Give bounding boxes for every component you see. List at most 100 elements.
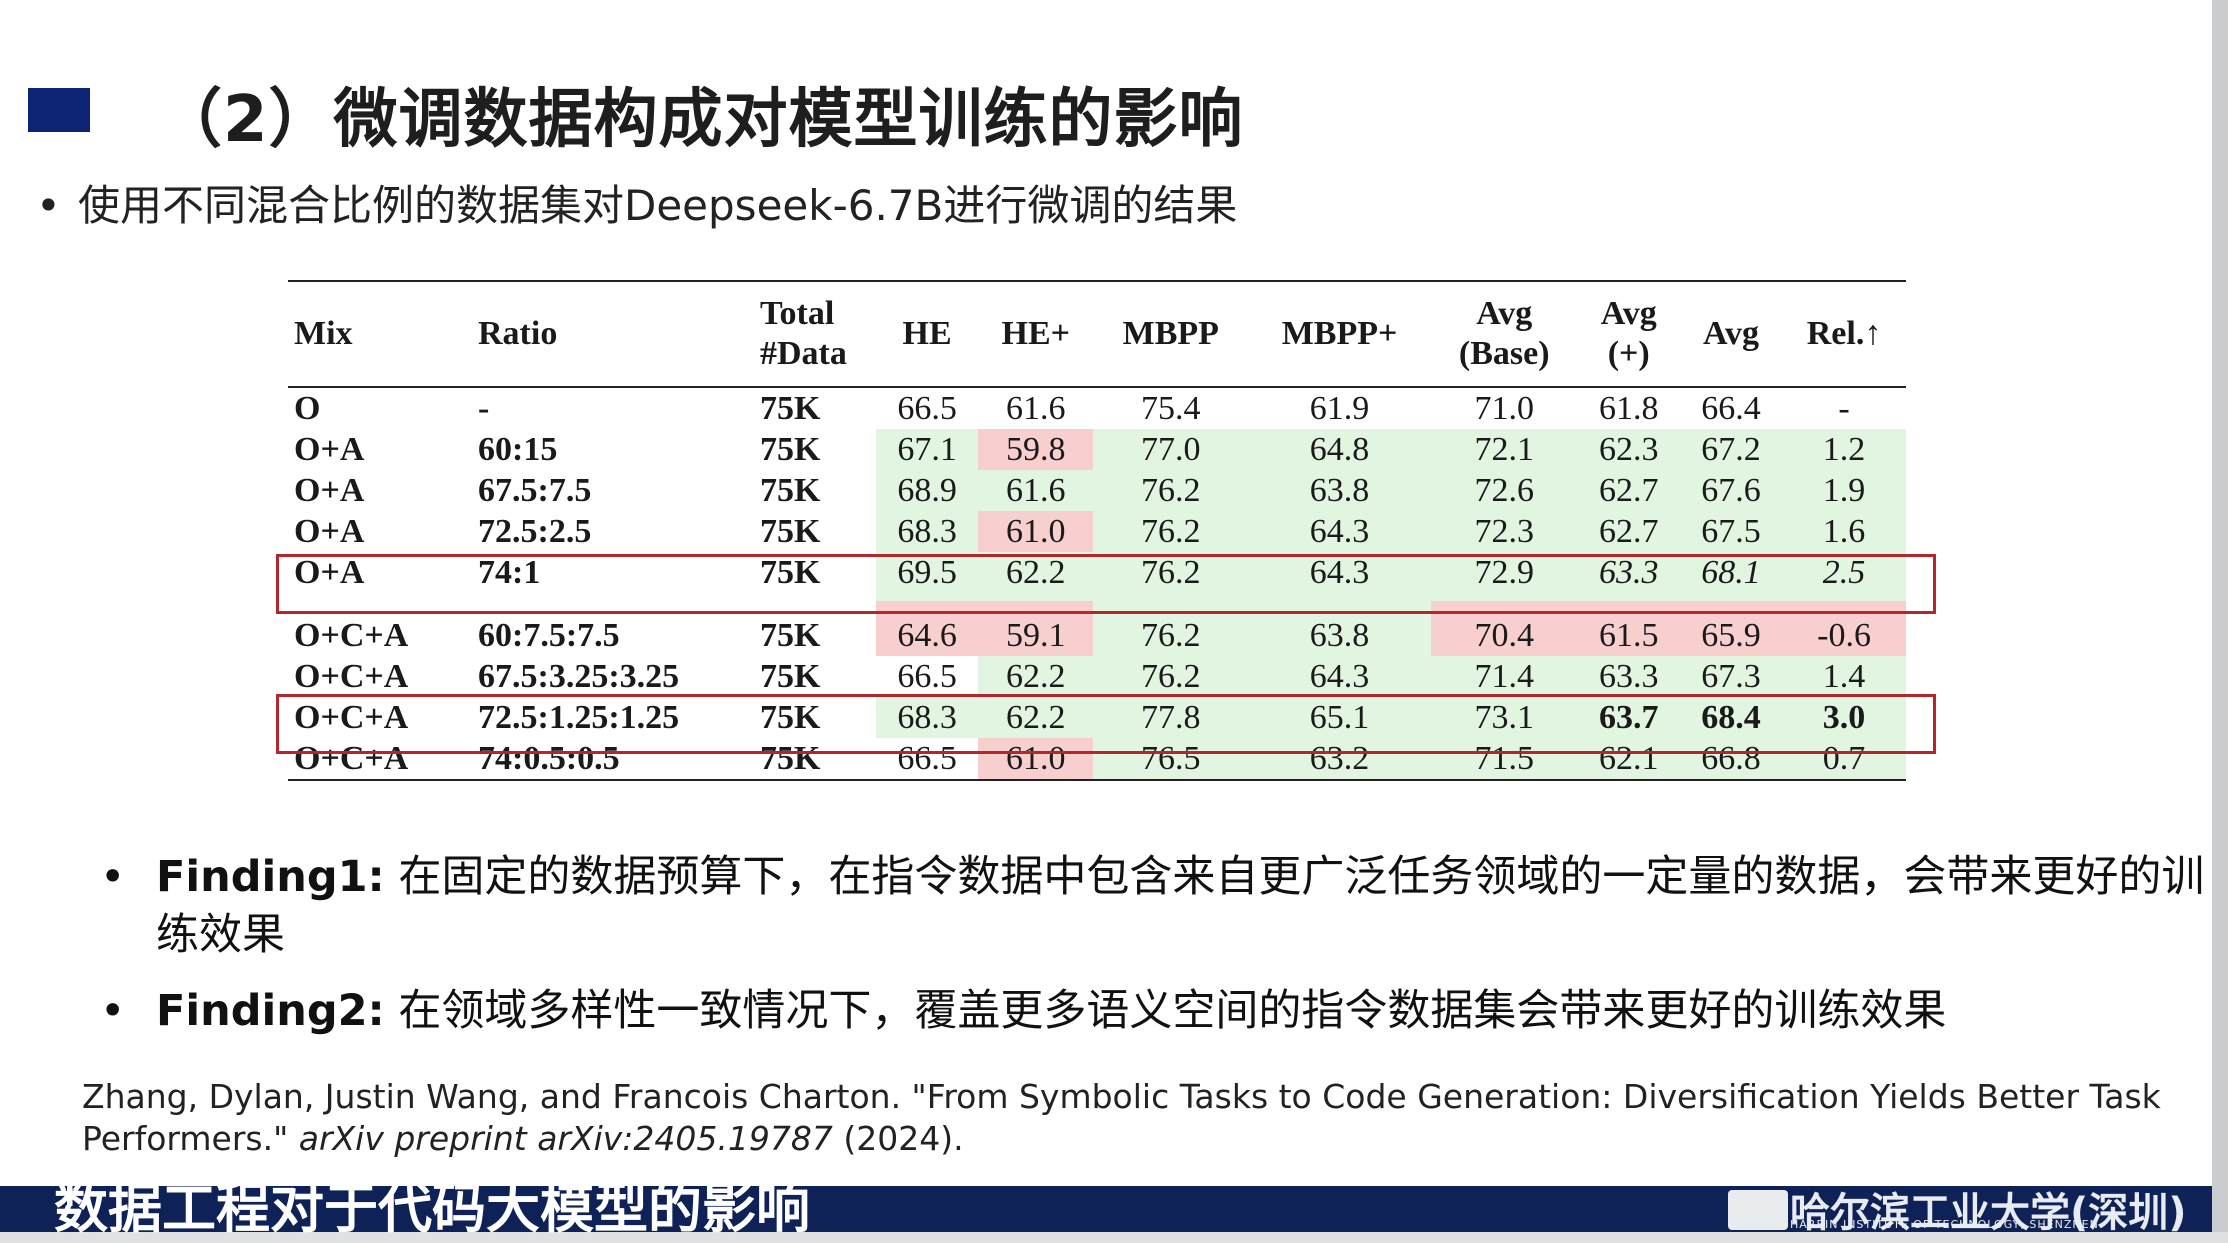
cell-avg-base: 72.6 bbox=[1430, 470, 1578, 511]
cell-he-plus: 61.6 bbox=[1006, 389, 1066, 427]
cell-avg-plus: 62.7 bbox=[1577, 511, 1680, 552]
cell-he: 67.1 bbox=[876, 429, 979, 470]
finding-1-label: Finding1: bbox=[156, 852, 385, 902]
cell-avg: 68.4 bbox=[1679, 697, 1783, 738]
finding-1-text: 在固定的数据预算下，在指令数据中包含来自更广泛任务领域的一定量的数据，会带来更好… bbox=[156, 852, 2205, 960]
cell-mbpp: 76.2 bbox=[1093, 511, 1249, 552]
cell-avg-base: 71.0 bbox=[1474, 389, 1534, 427]
table-row: O+C+A 74:0.5:0.5 75K 66.5 61.0 76.5 63.2… bbox=[288, 738, 1906, 780]
reference-citation: Zhang, Dylan, Justin Wang, and Francois … bbox=[82, 1076, 2162, 1160]
cell-avg-plus: 62.3 bbox=[1577, 429, 1680, 470]
cell-he: 68.3 bbox=[876, 511, 979, 552]
cell-he-plus: 61.0 bbox=[978, 738, 1094, 780]
cell-total-data: 75K bbox=[760, 430, 821, 468]
table-header-row: Mix Ratio Total #Data HE HE+ MBPP MBPP+ … bbox=[288, 281, 1906, 387]
cell-he: 66.5 bbox=[897, 389, 957, 427]
cell-avg: 67.3 bbox=[1679, 656, 1783, 697]
footer-title: 数据工程对于代码大模型的影响 bbox=[54, 1177, 810, 1240]
table-row: O - 75K 66.5 61.6 75.4 61.9 71.0 61.8 66… bbox=[288, 387, 1906, 429]
cell-ratio: 67.5:7.5 bbox=[478, 471, 592, 509]
cell-mix: O+A bbox=[294, 430, 365, 468]
cell-avg: 68.1 bbox=[1679, 552, 1783, 601]
reference-authors-title: Zhang, Dylan, Justin Wang, and Francois … bbox=[82, 1077, 2161, 1158]
highlight-box-row-74-1 bbox=[276, 554, 1936, 614]
results-table: Mix Ratio Total #Data HE HE+ MBPP MBPP+ … bbox=[288, 280, 1906, 781]
reference-year: (2024). bbox=[832, 1119, 964, 1158]
cell-ratio: 74:0.5:0.5 bbox=[478, 739, 620, 777]
cell-mix: O+A bbox=[294, 553, 365, 591]
header-mix: Mix bbox=[294, 315, 353, 352]
cell-mbpp-plus: 64.3 bbox=[1248, 656, 1431, 697]
cell-avg: 67.6 bbox=[1679, 470, 1783, 511]
header-rel: Rel.↑ bbox=[1806, 315, 1882, 352]
cell-mix: O bbox=[294, 389, 321, 427]
cell-ratio: 74:1 bbox=[478, 553, 541, 591]
slide: （2）微调数据构成对模型训练的影响 • 使用不同混合比例的数据集对Deepseek… bbox=[0, 0, 2212, 1186]
school-logo-icon bbox=[1728, 1190, 1788, 1230]
cell-mbpp: 77.8 bbox=[1093, 697, 1249, 738]
cell-total-data: 75K bbox=[760, 739, 821, 777]
cell-he-plus: 62.2 bbox=[978, 552, 1094, 601]
cell-avg-base: 72.9 bbox=[1430, 552, 1578, 601]
finding-2-bullet: • bbox=[100, 986, 126, 1036]
cell-avg-plus: 63.3 bbox=[1577, 552, 1680, 601]
table-row: O+C+A 72.5:1.25:1.25 75K 68.3 62.2 77.8 … bbox=[288, 697, 1906, 738]
cell-avg-base: 71.5 bbox=[1430, 738, 1578, 780]
cell-ratio: 60:7.5:7.5 bbox=[478, 616, 620, 654]
cell-avg-plus: 62.1 bbox=[1577, 738, 1680, 780]
cell-avg-base: 71.4 bbox=[1430, 656, 1578, 697]
cell-he: 68.9 bbox=[876, 470, 979, 511]
right-edge-strip bbox=[2212, 0, 2228, 1232]
school-name-en: HARBIN INSTITUTE OF TECHNOLOGY, SHENZHEN bbox=[1790, 1218, 2099, 1231]
cell-rel: - bbox=[1838, 389, 1850, 427]
cell-mbpp-plus: 63.2 bbox=[1248, 738, 1431, 780]
table-row: O+C+A 67.5:3.25:3.25 75K 66.5 62.2 76.2 … bbox=[288, 656, 1906, 697]
cell-mbpp: 76.2 bbox=[1093, 656, 1249, 697]
cell-avg: 66.8 bbox=[1679, 738, 1783, 780]
cell-avg-base: 72.3 bbox=[1430, 511, 1578, 552]
cell-he-plus: 61.0 bbox=[978, 511, 1094, 552]
table-row: O+A 72.5:2.5 75K 68.3 61.0 76.2 64.3 72.… bbox=[288, 511, 1906, 552]
cell-mbpp-plus: 63.8 bbox=[1248, 601, 1431, 656]
subtitle-text: 使用不同混合比例的数据集对Deepseek-6.7B进行微调的结果 bbox=[78, 181, 1238, 230]
cell-mix: O+C+A bbox=[294, 739, 409, 777]
cell-avg-base: 73.1 bbox=[1430, 697, 1578, 738]
cell-avg-plus: 63.3 bbox=[1577, 656, 1680, 697]
cell-mbpp: 76.2 bbox=[1093, 470, 1249, 511]
cell-mbpp-plus: 64.3 bbox=[1248, 552, 1431, 601]
cell-total-data: 75K bbox=[760, 698, 821, 736]
cell-mbpp: 76.5 bbox=[1093, 738, 1249, 780]
table-row: O+A 67.5:7.5 75K 68.9 61.6 76.2 63.8 72.… bbox=[288, 470, 1906, 511]
finding-1-bullet: • bbox=[100, 852, 126, 902]
cell-rel: 1.4 bbox=[1782, 656, 1906, 697]
cell-he: 66.5 bbox=[897, 657, 957, 695]
footer-bar bbox=[0, 1186, 2212, 1232]
cell-total-data: 75K bbox=[760, 471, 821, 509]
header-he-plus: HE+ bbox=[1001, 315, 1071, 352]
cell-rel: 1.2 bbox=[1782, 429, 1906, 470]
cell-ratio: 67.5:3.25:3.25 bbox=[478, 657, 680, 695]
cell-avg: 66.4 bbox=[1701, 389, 1761, 427]
cell-mix: O+C+A bbox=[294, 657, 409, 695]
title-marker bbox=[28, 88, 90, 132]
cell-total-data: 75K bbox=[760, 389, 821, 427]
table-row: O+A 60:15 75K 67.1 59.8 77.0 64.8 72.1 6… bbox=[288, 429, 1906, 470]
cell-avg-plus: 61.8 bbox=[1598, 389, 1659, 427]
cell-mbpp: 76.2 bbox=[1093, 552, 1249, 601]
cell-avg: 65.9 bbox=[1679, 601, 1783, 656]
highlight-box-row-72-5 bbox=[276, 694, 1936, 754]
cell-avg-base: 70.4 bbox=[1430, 601, 1578, 656]
cell-mbpp: 76.2 bbox=[1093, 601, 1249, 656]
cell-avg: 67.2 bbox=[1679, 429, 1783, 470]
cell-mbpp-plus: 65.1 bbox=[1248, 697, 1431, 738]
cell-he: 66.5 bbox=[897, 739, 957, 777]
cell-avg-plus: 63.7 bbox=[1577, 697, 1680, 738]
cell-rel: 1.9 bbox=[1782, 470, 1906, 511]
cell-total-data: 75K bbox=[760, 512, 821, 550]
reference-venue: arXiv preprint arXiv:2405.19787 bbox=[298, 1119, 833, 1158]
cell-rel: 3.0 bbox=[1782, 697, 1906, 738]
header-he: HE bbox=[902, 315, 952, 352]
cell-mbpp-plus: 63.8 bbox=[1248, 470, 1431, 511]
cell-mbpp-plus: 64.3 bbox=[1248, 511, 1431, 552]
table-row: O+A 74:1 75K 69.5 62.2 76.2 64.3 72.9 63… bbox=[288, 552, 1906, 601]
